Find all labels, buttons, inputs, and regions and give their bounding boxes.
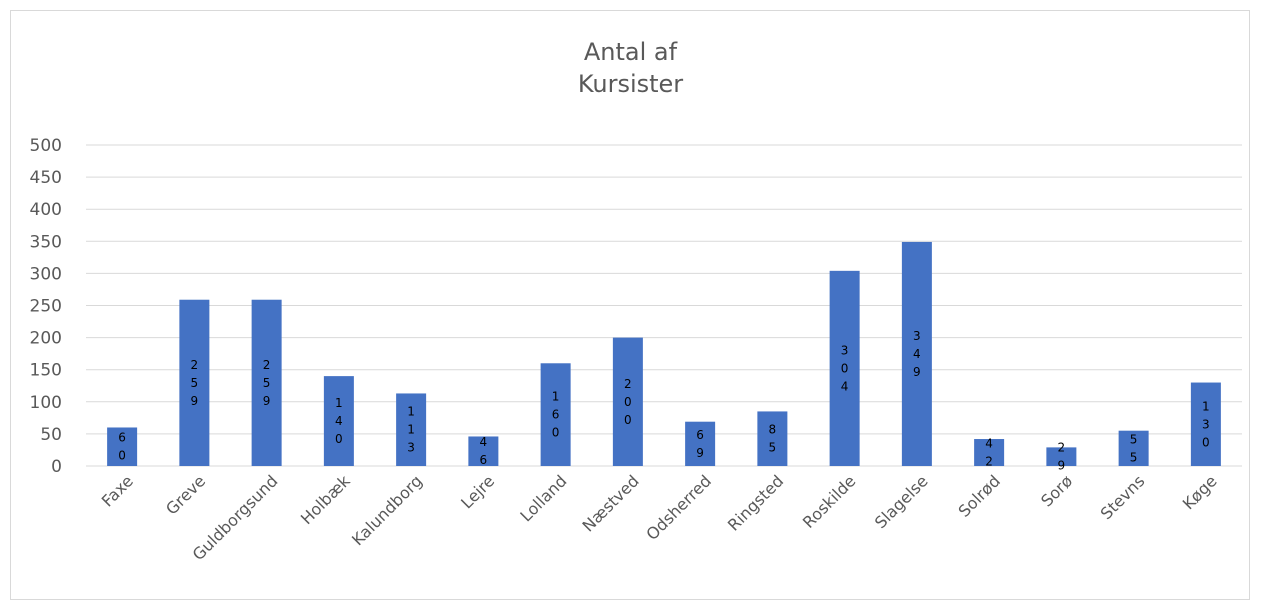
- category-label: Slagelse: [871, 471, 932, 532]
- y-tick-label: 350: [30, 232, 62, 252]
- bar: [685, 421, 716, 466]
- y-tick-label: 0: [51, 457, 62, 477]
- category-label: Faxe: [98, 471, 137, 510]
- category-label: Roskilde: [799, 471, 860, 532]
- category-label: Næstved: [579, 471, 643, 535]
- category-label: Stevns: [1097, 471, 1149, 523]
- category-label: Ringsted: [724, 471, 787, 534]
- bar: [901, 241, 932, 466]
- bar: [540, 363, 571, 466]
- bar: [107, 427, 138, 466]
- bar: [1046, 447, 1077, 466]
- bar: [612, 337, 643, 466]
- y-tick-label: 100: [30, 393, 62, 413]
- category-label: Køge: [1179, 471, 1221, 513]
- y-tick-label: 250: [30, 297, 62, 317]
- y-tick-label: 50: [40, 425, 62, 445]
- y-tick-label: 200: [30, 329, 62, 349]
- bar: [829, 270, 860, 466]
- bar: [1190, 382, 1221, 466]
- category-label: Kalundborg: [348, 471, 426, 549]
- category-label: Greve: [162, 471, 209, 518]
- y-tick-label: 300: [30, 264, 62, 284]
- bar: [468, 436, 499, 466]
- bar: [396, 393, 427, 466]
- bar: [757, 411, 788, 466]
- chart-title-line-2: Kursister: [577, 70, 684, 98]
- category-label: Solrød: [955, 471, 1004, 520]
- category-label: Odsherred: [642, 471, 715, 544]
- category-label: Sorø: [1037, 471, 1076, 510]
- y-tick-label: 150: [30, 361, 62, 381]
- bar: [179, 299, 210, 466]
- bar: [974, 439, 1005, 466]
- y-tick-label: 500: [30, 136, 62, 156]
- y-tick-label: 450: [30, 168, 62, 188]
- category-label: Holbæk: [297, 471, 354, 528]
- category-label: Lolland: [516, 471, 570, 525]
- chart-title-line-1: Antal af: [583, 38, 678, 66]
- bar: [323, 376, 354, 466]
- chart-title: Antal af Kursister: [0, 36, 1261, 100]
- category-label: Lejre: [457, 471, 498, 512]
- bar: [1118, 430, 1149, 466]
- bar: [251, 299, 282, 466]
- y-tick-label: 400: [30, 200, 62, 220]
